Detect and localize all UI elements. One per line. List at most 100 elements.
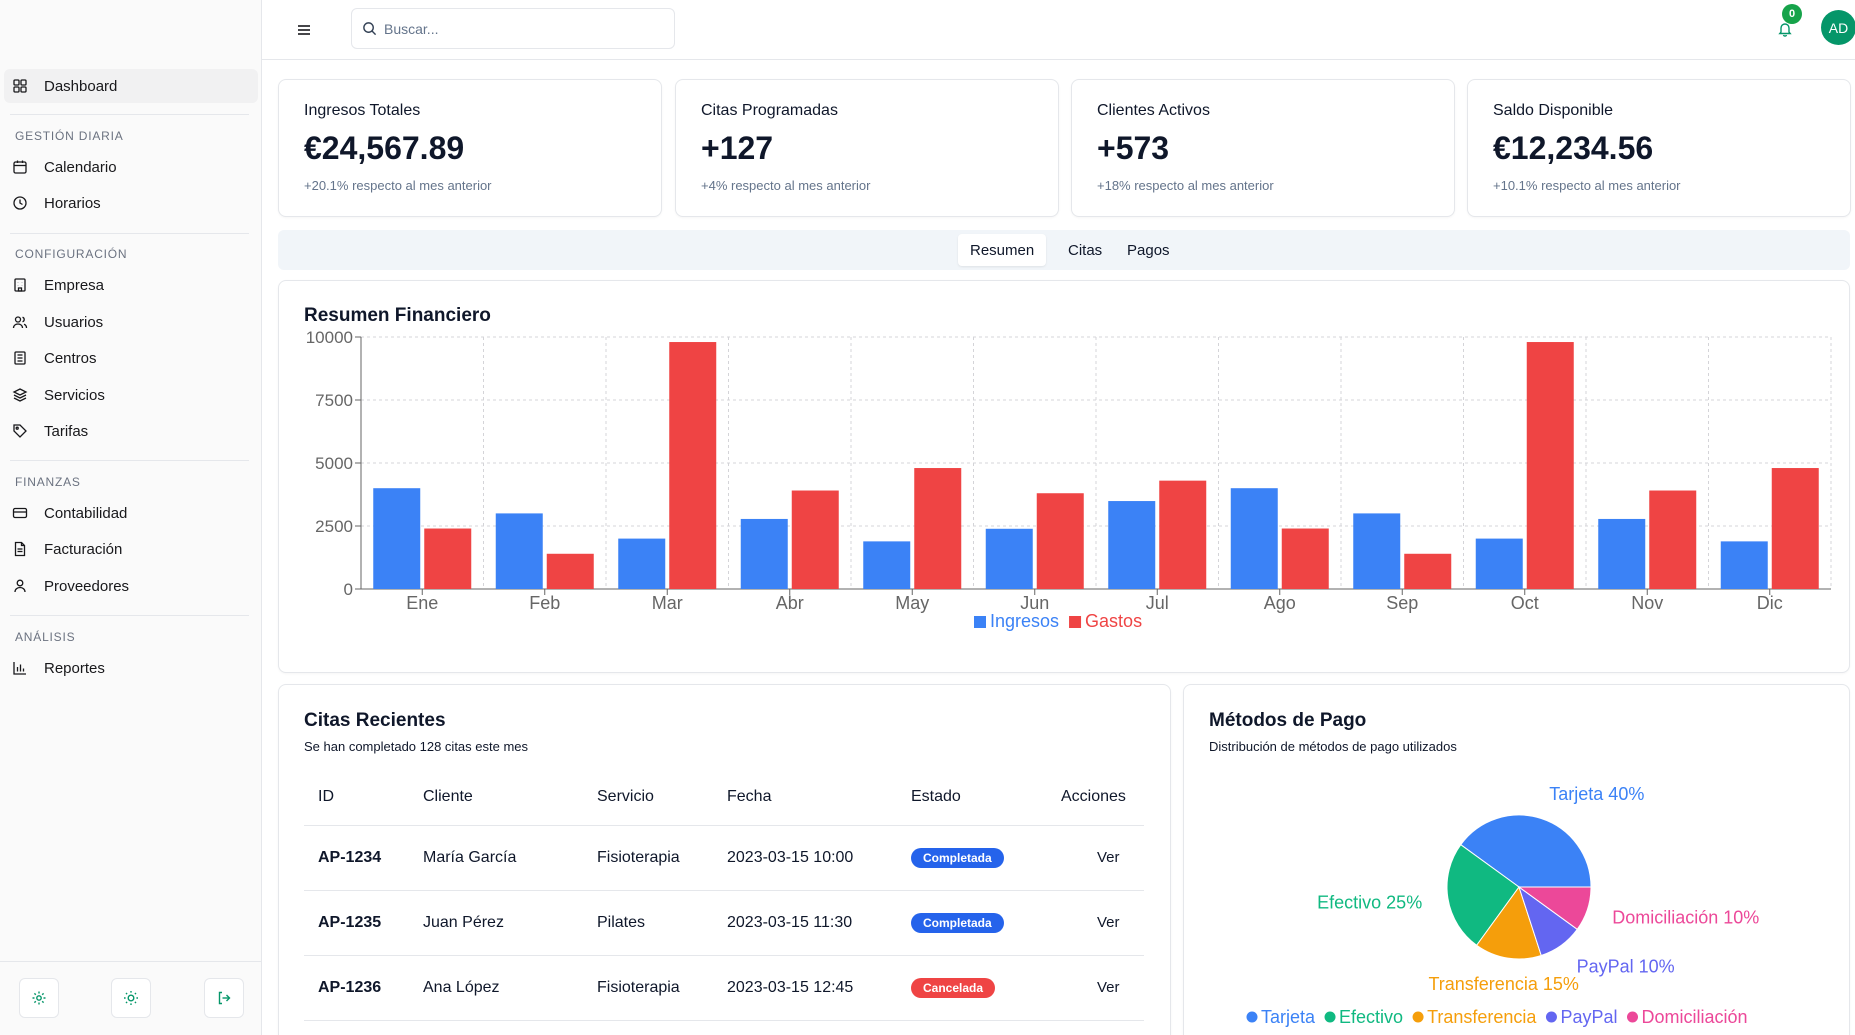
view-button[interactable]: Ver: [1097, 848, 1120, 866]
pie-slice-transferencia: [1475, 885, 1542, 960]
sidebar-item-facturacion[interactable]: Facturación: [4, 532, 258, 566]
logout-button[interactable]: [204, 978, 244, 1018]
sidebar-item-label: Empresa: [44, 276, 105, 294]
sidebar-item-dashboard[interactable]: Dashboard: [4, 69, 258, 103]
credit-card-icon: [12, 507, 28, 519]
search-input[interactable]: [384, 18, 664, 40]
menu-toggle-button[interactable]: [292, 18, 316, 42]
stat-change: +18% respecto al mes anterior: [1097, 178, 1274, 193]
x-tick-label: Jul: [1146, 593, 1169, 613]
stat-card-ingresos: Ingresos Totales €24,567.89 +20.1% respe…: [278, 79, 662, 217]
chart-title: Resumen Financiero: [304, 305, 491, 326]
sidebar-item-tarifas[interactable]: Tarifas: [4, 414, 258, 448]
sidebar-item-label: Facturación: [44, 540, 123, 558]
notifications-button[interactable]: [1772, 16, 1798, 42]
stat-value: +127: [701, 130, 774, 166]
bar-gastos: [669, 342, 717, 589]
section-title-configuracion: CONFIGURACIÓN: [15, 247, 128, 261]
y-tick-label: 0: [344, 580, 353, 599]
sidebar-item-label: Servicios: [44, 386, 105, 404]
cell-actions: Ver: [1047, 955, 1144, 1021]
sidebar-item-servicios[interactable]: Servicios: [4, 378, 258, 412]
cell-client: María García: [409, 825, 583, 891]
cell-date: 2023-03-15 10:00: [713, 825, 897, 891]
bar-ingresos: [1720, 541, 1768, 589]
pie-label: Domiciliación 10%: [1612, 907, 1759, 927]
tab-citas[interactable]: Citas: [1068, 241, 1103, 259]
legend-label: Efectivo: [1339, 1007, 1403, 1027]
sidebar: Dashboard GESTIÓN DIARIA Calendario Hora…: [0, 0, 262, 1035]
calendar-icon: [13, 160, 27, 174]
stat-card-saldo: Saldo Disponible €12,234.56 +10.1% respe…: [1467, 79, 1851, 217]
tab-resumen[interactable]: Resumen: [958, 234, 1046, 266]
pie-label: Efectivo 25%: [1317, 892, 1422, 912]
bar-ingresos: [1475, 538, 1523, 589]
appointments-subtitle: Se han completado 128 citas este mes: [304, 739, 529, 754]
x-tick-label: Feb: [529, 593, 560, 613]
payment-methods-card: Métodos de Pago Distribución de métodos …: [1183, 684, 1850, 1035]
x-tick-label: Mar: [652, 593, 683, 613]
cell-id: AP-1234: [304, 825, 409, 891]
stat-change: +20.1% respecto al mes anterior: [304, 178, 492, 193]
stat-value: €12,234.56: [1493, 130, 1654, 166]
column-header-id: ID: [304, 769, 409, 826]
cell-id: AP-1235: [304, 890, 409, 956]
legend-label: Gastos: [1085, 611, 1142, 631]
cell-date: 2023-03-15 12:45: [713, 955, 897, 1021]
dashboard-icon: [13, 79, 27, 93]
view-button[interactable]: Ver: [1097, 913, 1120, 931]
tabs-bar: Resumen Citas Pagos: [278, 230, 1850, 270]
bar-ingresos: [373, 488, 421, 589]
y-tick-label: 2500: [315, 517, 353, 536]
sidebar-item-proveedores[interactable]: Proveedores: [4, 569, 258, 603]
pie-label: PayPal 10%: [1577, 956, 1675, 976]
sidebar-footer: [0, 961, 261, 1035]
tag-icon: [13, 424, 27, 438]
cell-id: AP-1236: [304, 955, 409, 1021]
sidebar-item-calendario[interactable]: Calendario: [4, 150, 258, 184]
sidebar-item-horarios[interactable]: Horarios: [4, 186, 258, 220]
cell-service: Fisioterapia: [583, 955, 713, 1021]
settings-button[interactable]: [19, 978, 59, 1018]
sidebar-item-usuarios[interactable]: Usuarios: [4, 305, 258, 339]
stat-card-citas: Citas Programadas +127 +4% respecto al m…: [675, 79, 1059, 217]
notification-count-badge: 0: [1782, 4, 1802, 24]
bar-gastos: [1771, 468, 1819, 589]
bar-gastos: [914, 468, 962, 589]
sun-icon: [124, 991, 138, 1005]
tab-pagos[interactable]: Pagos: [1127, 241, 1170, 259]
bar-ingresos: [618, 538, 666, 589]
search-icon: [363, 22, 377, 36]
sidebar-item-empresa[interactable]: Empresa: [4, 268, 258, 302]
view-button[interactable]: Ver: [1097, 978, 1120, 996]
avatar[interactable]: AD: [1821, 10, 1855, 45]
legend-swatch: [1324, 1011, 1336, 1023]
legend-label: Domiciliación: [1642, 1007, 1748, 1027]
theme-toggle-button[interactable]: [111, 978, 151, 1018]
stat-card-clientes: Clientes Activos +573 +18% respecto al m…: [1071, 79, 1455, 217]
divider: [10, 114, 249, 115]
sidebar-item-label: Centros: [44, 349, 97, 367]
store-icon: [14, 351, 26, 365]
column-header-estado: Estado: [897, 769, 1047, 826]
y-tick-label: 10000: [306, 328, 353, 347]
x-tick-label: Jun: [1020, 593, 1049, 613]
cell-actions: Ver: [1047, 890, 1144, 956]
logout-icon: [218, 991, 231, 1005]
stat-change: +10.1% respecto al mes anterior: [1493, 178, 1681, 193]
legend-label: Transferencia: [1427, 1007, 1537, 1027]
sidebar-item-reportes[interactable]: Reportes: [4, 651, 258, 685]
stat-value: +573: [1097, 130, 1170, 166]
divider: [10, 233, 249, 234]
sidebar-item-contabilidad[interactable]: Contabilidad: [4, 496, 258, 530]
gear-icon: [32, 991, 46, 1005]
stat-title: Saldo Disponible: [1493, 102, 1614, 119]
payment-methods-pie-chart: Tarjeta 40% Efectivo 25% Transferencia 15%…: [1246, 784, 1759, 1027]
sidebar-item-centros[interactable]: Centros: [4, 341, 258, 375]
bar-ingresos: [1108, 501, 1156, 589]
bar-chart-icon: [13, 662, 26, 675]
bar-gastos: [1281, 528, 1329, 589]
sidebar-item-label: Horarios: [44, 194, 101, 212]
bar-ingresos: [1230, 488, 1278, 589]
column-header-acciones: Acciones: [1047, 769, 1144, 826]
